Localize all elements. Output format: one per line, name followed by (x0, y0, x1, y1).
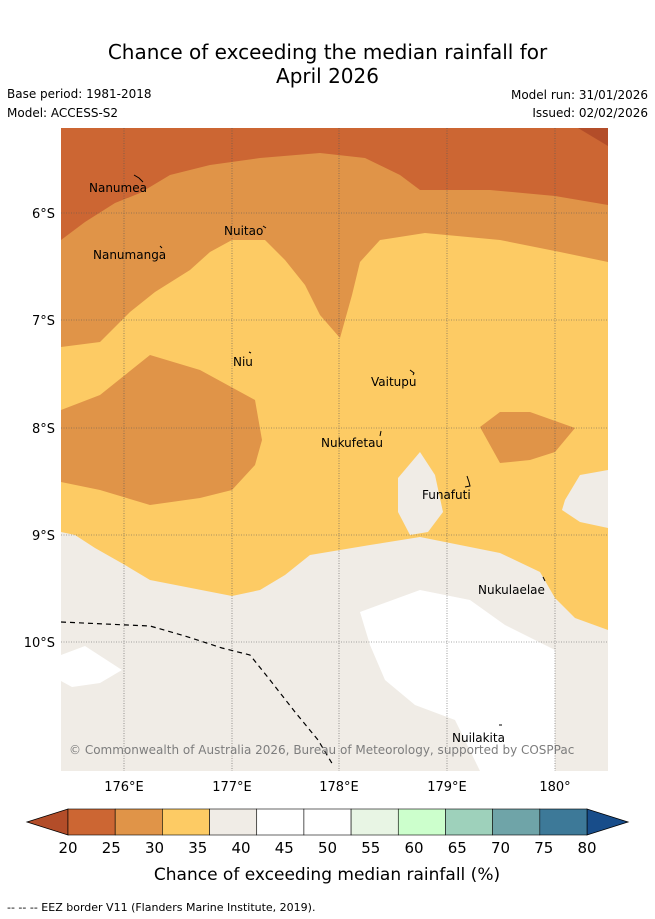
model-name: Model: ACCESS-S2 (7, 106, 119, 120)
colorbar-tick-label: 45 (275, 839, 294, 857)
colorbar-box (445, 808, 493, 836)
colorbar-box (114, 808, 163, 836)
colorbar-tick-label: 25 (102, 839, 121, 857)
title-line-2: April 2026 (276, 64, 379, 88)
label-nukufetau: Nukufetau (321, 436, 383, 450)
label-funafuti: Funafuti (422, 488, 471, 502)
colorbar-label: Chance of exceeding median rainfall (%) (154, 865, 500, 885)
colorbar-box (67, 808, 116, 836)
copyright-notice: © Commonwealth of Australia 2026, Bureau… (69, 743, 574, 757)
label-nanumanga: Nanumanga (93, 248, 166, 262)
colorbar-boxes (67, 808, 588, 836)
island-funafuti (464, 475, 471, 488)
lon-label-178e: 178°E (319, 780, 359, 795)
label-vaitupu: Vaitupu (371, 375, 417, 389)
latitude-labels: 6°S 7°S 8°S 9°S 10°S (24, 207, 55, 651)
colorbar-tick-label: 35 (188, 839, 207, 857)
region-40-45-east (562, 470, 608, 528)
island-outlines (133, 174, 546, 726)
lat-label-10s: 10°S (24, 636, 55, 651)
region-45-55-west (61, 646, 122, 687)
island-nukufetau (379, 430, 382, 437)
colorbar-tick-label: 80 (577, 839, 596, 857)
region-30-35-east (480, 412, 575, 463)
lon-label-180: 180° (539, 780, 570, 795)
label-nuitao: Nuitao (224, 224, 263, 238)
colorbar-tick-label: 70 (491, 839, 510, 857)
colorbar-box (162, 808, 210, 836)
colorbar-box (492, 808, 541, 836)
colorbar-tick-labels: 20 25 30 35 40 45 50 55 60 65 70 75 80 (58, 839, 596, 857)
region-20-25 (578, 128, 608, 146)
eez-footnote: -- -- -- EEZ border V11 (Flanders Marine… (7, 901, 315, 914)
colorbar: 20 25 30 35 40 45 50 55 60 65 70 75 80 Chance of exc… (25, 808, 630, 885)
region-30-35-west (61, 355, 262, 505)
colorbar-extend-high (586, 808, 630, 836)
lat-label-6s: 6°S (32, 207, 55, 222)
region-45-55-south (360, 590, 555, 771)
region-25-30 (61, 128, 608, 240)
colorbar-box (303, 808, 352, 836)
eez-border (61, 621, 334, 766)
colorbar-box (256, 808, 305, 836)
colorbar-box (209, 808, 258, 836)
place-labels: Nanumea Nuitao Nanumanga Niu Vaitupu Nuk… (89, 181, 545, 745)
label-niu: Niu (233, 355, 253, 369)
island-nanumanga (159, 245, 163, 249)
colorbar-tick-label: 50 (318, 839, 337, 857)
issued-date: Issued: 02/02/2026 (532, 106, 648, 120)
model-run: Model run: 31/01/2026 (510, 88, 648, 102)
colorbar-tick-label: 55 (361, 839, 380, 857)
label-nukulaelae: Nukulaelae (478, 583, 545, 597)
colorbar-extend-low (25, 808, 69, 836)
colorbar-tick-label: 75 (534, 839, 553, 857)
colorbar-box (539, 808, 588, 836)
colorbar-tick-label: 65 (448, 839, 467, 857)
colorbar-box (397, 808, 446, 836)
graticule (61, 128, 608, 771)
colorbar-tick-label: 30 (145, 839, 164, 857)
colorbar-box (350, 808, 399, 836)
lat-label-8s: 8°S (32, 422, 55, 437)
region-40-45-funafuti (398, 452, 443, 535)
island-nanumea (133, 174, 144, 183)
colorbar-tick-label: 40 (231, 839, 250, 857)
lat-label-7s: 7°S (32, 314, 55, 329)
lat-label-9s: 9°S (32, 529, 55, 544)
island-nuitao (262, 225, 267, 229)
longitude-labels: 176°E 177°E 178°E 179°E 180° (104, 780, 570, 795)
island-nukulaelae (542, 576, 546, 582)
colorbar-tick-label: 60 (404, 839, 423, 857)
island-niu (248, 351, 252, 354)
island-vaitupu (409, 369, 415, 376)
label-nanumea: Nanumea (89, 181, 147, 195)
lon-label-179e: 179°E (427, 780, 467, 795)
colorbar-tick-label: 20 (58, 839, 77, 857)
rainfall-map: Nanumea Nuitao Nanumanga Niu Vaitupu Nuk… (61, 128, 608, 771)
label-nuilakita: Nuilakita (452, 731, 505, 745)
map-title: Chance of exceeding the median rainfall … (0, 40, 655, 88)
lon-label-177e: 177°E (212, 780, 252, 795)
base-period: Base period: 1981-2018 (7, 87, 152, 101)
lon-label-176e: 176°E (104, 780, 144, 795)
title-line-1: Chance of exceeding the median rainfall … (107, 40, 548, 64)
